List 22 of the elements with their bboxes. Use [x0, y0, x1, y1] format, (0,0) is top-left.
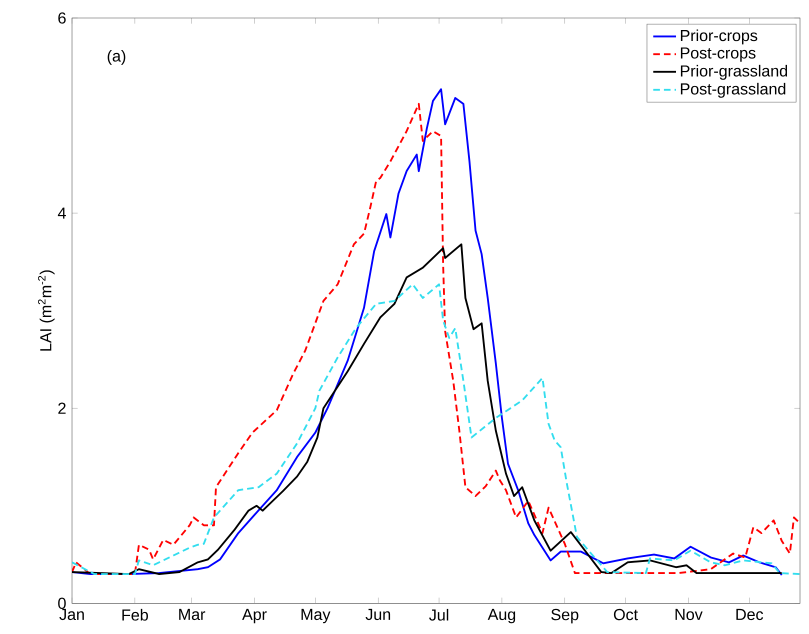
x-tick-label: May — [302, 608, 330, 624]
y-tick-label: 0 — [58, 598, 66, 609]
x-tick-label: Aug — [488, 608, 516, 624]
x-tick-label: Jul — [429, 608, 448, 621]
x-tick-label: Jun — [366, 608, 390, 620]
legend-label: Post-grassland — [680, 82, 786, 98]
y-tick-label: 2 — [58, 402, 66, 414]
x-tick-label: Jan — [59, 608, 84, 620]
x-tick-label: Mar — [179, 608, 206, 620]
legend-label: Post-crops — [680, 47, 756, 62]
annotation: (a) — [108, 50, 126, 65]
x-tick-label: Nov — [676, 608, 703, 620]
y-tick-label: 6 — [58, 12, 66, 24]
y-axis-title: LAI (m$^{2}$m$^{-2}$) — [38, 270, 55, 351]
y-tick-label: 4 — [58, 208, 66, 219]
x-tick-label: Oct — [614, 608, 638, 620]
x-tick-label: Dec — [736, 608, 764, 620]
legend-label: Prior-crops — [680, 29, 758, 44]
x-tick-label: Feb — [122, 608, 148, 621]
legend-label: Prior-grassland — [680, 64, 788, 80]
x-tick-label: Sep — [551, 608, 578, 624]
x-tick-label: Apr — [242, 608, 267, 624]
